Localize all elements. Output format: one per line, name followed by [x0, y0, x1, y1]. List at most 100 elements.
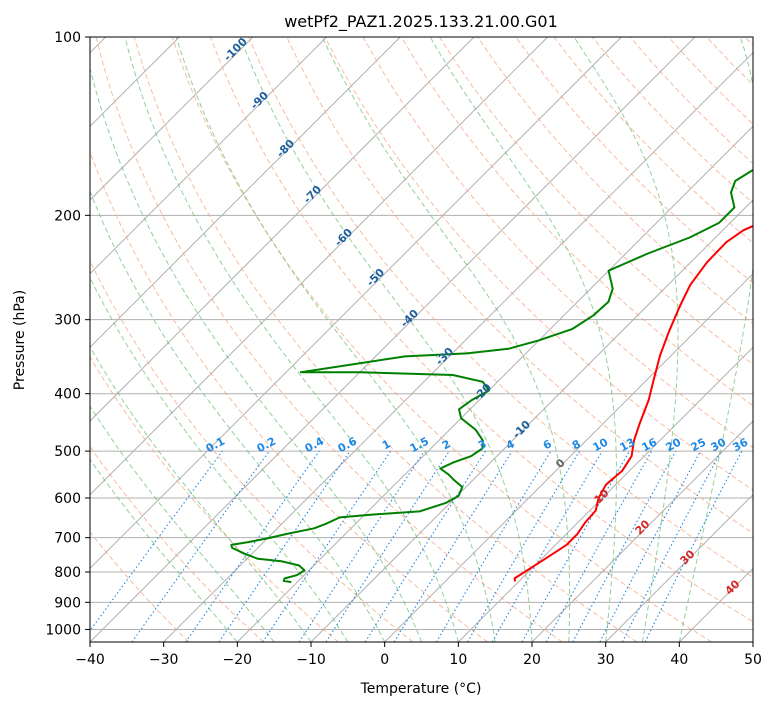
mixing-ratio-label: 30 [709, 435, 729, 454]
isotherm-line [90, 37, 401, 349]
isotherm-line [678, 567, 753, 642]
moist-adiabat-label: -60 [332, 226, 355, 249]
mixing-ratio-line [298, 450, 425, 642]
moist-adiabat-line [90, 405, 275, 642]
isotherm-line [90, 37, 254, 201]
y-tick-label: 600 [54, 491, 81, 507]
y-tick-label: 200 [54, 208, 81, 224]
x-tick-label: 30 [597, 652, 615, 668]
mixing-ratio-label: 1 [380, 437, 393, 452]
dry-adiabat-line [90, 356, 339, 642]
x-tick-label: −20 [223, 652, 253, 668]
mixing-ratio-line [185, 450, 320, 642]
mixing-ratio-label: 8 [570, 437, 583, 452]
mixing-ratio-line [393, 450, 513, 642]
y-tick-label: 800 [54, 565, 81, 581]
moist-adiabat-line [90, 346, 312, 642]
moist-adiabat-line [239, 37, 533, 642]
mixing-ratio-line [545, 450, 653, 642]
y-tick-label: 400 [54, 387, 81, 403]
mixing-ratio-line [262, 450, 392, 642]
dry-adiabat-line [90, 445, 264, 642]
mixing-ratio-label: 25 [689, 436, 709, 455]
x-tick-label: 20 [523, 652, 541, 668]
x-axis-label: Temperature (°C) [360, 681, 482, 697]
isotherm-line [163, 51, 753, 642]
mixing-ratio-label: 3 [476, 437, 489, 452]
mixing-ratio-label: 20 [664, 435, 684, 454]
dry-adiabat-line [90, 531, 190, 642]
dry-adiabat-line [515, 37, 753, 284]
x-tick-label: 10 [449, 652, 467, 668]
moist-adiabat-line [321, 37, 571, 642]
dry-adiabat-line [706, 37, 753, 86]
y-tick-label: 900 [54, 595, 81, 611]
dry-adiabat-line [438, 37, 753, 366]
y-tick-label: 700 [54, 531, 81, 547]
dry-adiabat-line [210, 37, 753, 623]
temperature-profile-line [513, 224, 753, 582]
isotherm-line [90, 37, 622, 570]
dewpoint-profile-line [230, 168, 753, 584]
plot-frame [89, 36, 754, 643]
mixing-ratio-line [644, 450, 743, 642]
dry-adiabat-line [400, 37, 753, 407]
mixing-ratio-line [599, 450, 701, 642]
x-tick-label: 0 [380, 652, 389, 668]
mixing-ratio-line [325, 450, 450, 642]
isotherm-line [90, 37, 696, 642]
moist-adiabat-line [678, 37, 753, 642]
dry-adiabat-line [133, 37, 638, 642]
isotherm-line [90, 37, 328, 275]
moist-adiabat-label: -10 [510, 418, 533, 441]
chart-title: wetPf2_PAZ1.2025.133.21.00.G01 [284, 12, 558, 32]
y-tick-label: 100 [54, 30, 81, 46]
mixing-ratio-label: 13 [618, 436, 638, 455]
moist-adiabat-line [90, 66, 422, 642]
dry-adiabat-label: 0 [553, 456, 568, 471]
mixing-ratio-label: 10 [591, 435, 611, 454]
dry-adiabat-line [744, 37, 753, 47]
isotherm-line [605, 493, 753, 642]
moist-adiabat-line [90, 189, 386, 642]
mixing-ratio-label: 36 [731, 435, 751, 454]
x-tick-label: −10 [296, 652, 326, 668]
dry-adiabat-line [171, 37, 712, 642]
y-tick-label: 500 [54, 444, 81, 460]
x-tick-label: −40 [75, 652, 105, 668]
dry-adiabat-line [90, 150, 488, 642]
moist-adiabat-line [175, 37, 496, 642]
isotherm-line [384, 272, 753, 642]
mixing-ratio-line [131, 450, 270, 642]
moist-adiabat-label: -70 [301, 183, 324, 206]
mixing-ratio-label: 16 [640, 435, 660, 454]
moist-adiabat-label: -90 [248, 89, 271, 112]
moist-adiabat-label: -40 [398, 307, 421, 330]
dry-adiabat-line [95, 37, 563, 642]
moist-adiabat-label: -100 [221, 35, 250, 64]
y-tick-label: 1000 [45, 622, 81, 638]
x-tick-label: 40 [670, 652, 688, 668]
mixing-ratio-label: 0.4 [303, 434, 327, 455]
y-tick-label: 300 [54, 313, 81, 329]
isotherm-line [90, 37, 475, 422]
isotherm-line [457, 346, 753, 642]
moist-adiabat-line [90, 458, 238, 642]
mixing-ratio-line [621, 450, 722, 642]
dry-adiabat-label: 10 [592, 486, 612, 506]
mixing-ratio-line [90, 450, 223, 632]
moist-adiabat-label: -80 [274, 137, 297, 160]
mixing-ratio-label: 2 [440, 437, 453, 452]
isotherm-line [90, 37, 549, 496]
mixing-ratio-label: 0.1 [204, 435, 227, 456]
mixing-ratio-line [218, 450, 351, 642]
isotherm-line [531, 420, 753, 642]
dry-adiabat-line [324, 37, 753, 491]
moist-adiabat-line [90, 276, 349, 642]
dry-adiabat-line [248, 37, 753, 578]
dry-adiabat-line [90, 259, 414, 642]
moist-adiabat-line [429, 37, 617, 642]
mixing-ratio-label: 0.6 [336, 434, 360, 455]
isotherm-line [236, 125, 753, 642]
